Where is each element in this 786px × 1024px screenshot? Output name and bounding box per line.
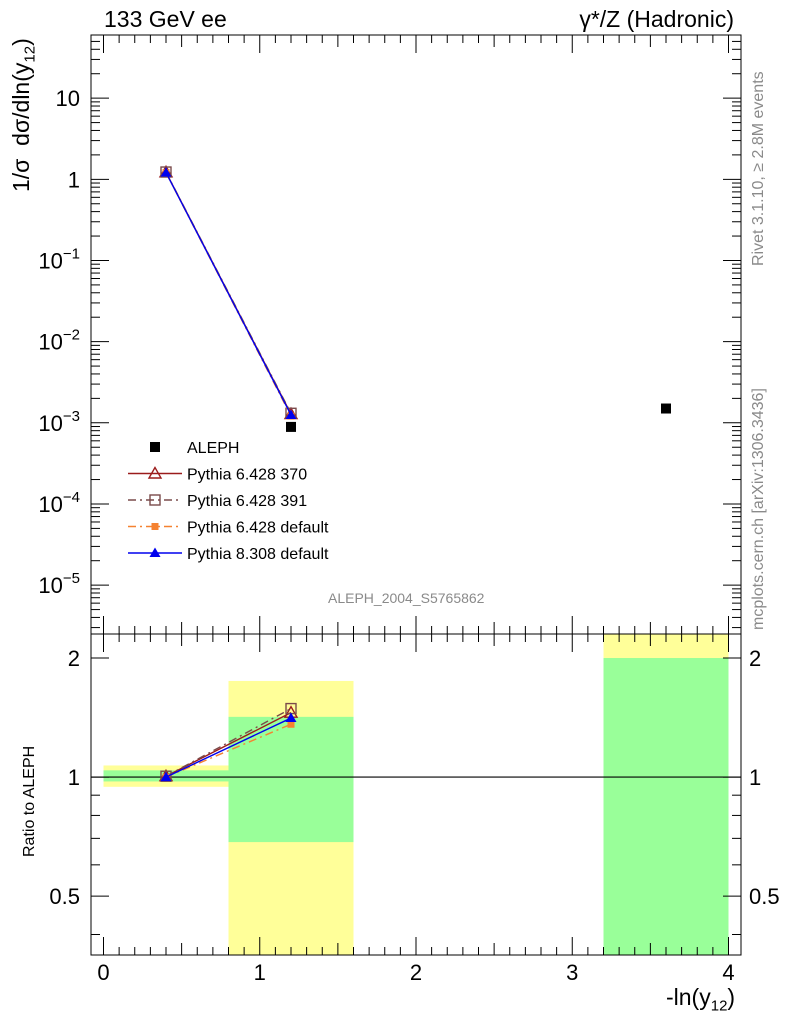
rivet-label: Rivet 3.1.10, ≥ 2.8M events [750, 71, 767, 266]
legend-label: Pythia 6.428 370 [187, 467, 307, 484]
ratio-y-tick-label-right: 0.5 [749, 884, 780, 909]
ratio-uncertainty-bands [103, 634, 729, 955]
main-series-line [165, 172, 292, 416]
main-series-pythia-8-308-default [160, 167, 297, 419]
x-axis-label-prefix: -ln(y [666, 984, 711, 1010]
main-y-tick-label: 10−5 [38, 570, 80, 598]
ratio-series-line [165, 707, 292, 777]
main-y-tick-exponent: −2 [63, 327, 80, 344]
ratio-y-tick-label-left: 2 [68, 646, 80, 671]
ratio-plot-series [158, 702, 299, 782]
mcplots-label: mcplots.cern.ch [arXiv:1306.3436] [750, 388, 767, 630]
main-y-tick-label: 10−4 [38, 489, 80, 517]
main-y-tick-base: 10 [38, 330, 62, 355]
legend-marker [149, 547, 161, 557]
main-y-tick-exponent: −1 [63, 245, 80, 262]
ratio-band-green-2 [603, 658, 729, 955]
legend-label: Pythia 8.308 default [187, 546, 329, 563]
ratio-y-tick-label-right: 1 [749, 765, 761, 790]
ratio-data-point [160, 771, 172, 782]
x-tick-label: 3 [566, 960, 578, 985]
main-data-point [286, 421, 296, 432]
legend-label: ALEPH [187, 440, 239, 457]
x-axis-label: -ln(y12) [666, 984, 735, 1015]
ratio-data-point [285, 712, 297, 723]
legend-item: Pythia 8.308 default [128, 546, 329, 563]
main-y-tick-label: 10−1 [38, 245, 80, 273]
ratio-data-point [287, 720, 295, 728]
main-y-tick-exponent: −4 [63, 489, 80, 506]
plot-title-right: γ*/Z (Hadronic) [579, 6, 734, 32]
main-data-point [661, 403, 671, 414]
main-y-tick-exponent: −5 [63, 570, 80, 587]
x-tick-label: 2 [410, 960, 422, 985]
main-series-aleph [286, 403, 671, 432]
x-axis-label-suffix: ) [727, 984, 736, 1010]
main-y-tick-exponent: −3 [63, 408, 80, 425]
analysis-watermark: ALEPH_2004_S5765862 [328, 590, 485, 606]
x-axis-label-sub: 12 [710, 997, 728, 1015]
main-y-tick-base: 10 [38, 248, 62, 273]
ratio-y-axis-label: Ratio to ALEPH [21, 745, 38, 857]
ratio-data-point [160, 770, 172, 782]
ratio-series-line [165, 717, 292, 778]
main-data-point [160, 167, 172, 177]
legend: ALEPH Pythia 6.428 370 Pythia 6.428 391 Pyt… [128, 440, 329, 563]
legend-marker [149, 494, 161, 506]
legend-item: Pythia 6.428 391 [128, 493, 307, 510]
main-y-tick-label: 10−3 [38, 408, 80, 436]
main-y-axis-label-prefix: 1/σ dσ/dln(y [8, 62, 34, 192]
legend-marker [151, 523, 159, 530]
x-tick-label: 4 [722, 960, 734, 985]
legend-label: Pythia 6.428 default [187, 520, 329, 537]
main-y-tick-base: 10 [38, 411, 62, 436]
main-y-tick-label: 10−2 [38, 327, 80, 355]
x-tick-label: 1 [254, 960, 266, 985]
ratio-series-pythia-8-308-default [160, 712, 297, 782]
main-y-axis-label-suffix: ) [8, 38, 34, 46]
ratio-plot-frame: 0.5 0.5 1 1 2 2 0 1 2 3 4 [49, 633, 780, 985]
ratio-y-tick-label-left: 1 [68, 765, 80, 790]
main-y-tick-base: 10 [38, 573, 62, 598]
main-data-point [285, 409, 297, 419]
legend-item: Pythia 6.428 370 [128, 466, 307, 484]
legend-item: Pythia 6.428 default [128, 520, 329, 537]
legend-item: ALEPH [150, 440, 239, 457]
main-y-axis-label: 1/σ dσ/dln(y12) [8, 38, 39, 192]
main-axes-box [90, 34, 742, 635]
main-y-tick-base: 10 [38, 492, 62, 517]
ratio-series-line [165, 723, 292, 778]
main-y-tick-label: 10 [56, 86, 80, 111]
legend-marker [147, 466, 163, 479]
main-y-tick-label: 1 [68, 167, 80, 192]
legend-label: Pythia 6.428 391 [187, 493, 307, 510]
x-tick-label: 0 [97, 960, 109, 985]
ratio-y-tick-label-right: 2 [749, 646, 761, 671]
main-plot-series [158, 164, 671, 432]
main-y-axis-label-sub: 12 [21, 45, 39, 63]
ratio-y-tick-label-left: 0.5 [49, 884, 80, 909]
plot-title-left: 133 GeV ee [104, 6, 227, 32]
legend-marker [150, 442, 160, 452]
main-data-point [160, 166, 172, 178]
